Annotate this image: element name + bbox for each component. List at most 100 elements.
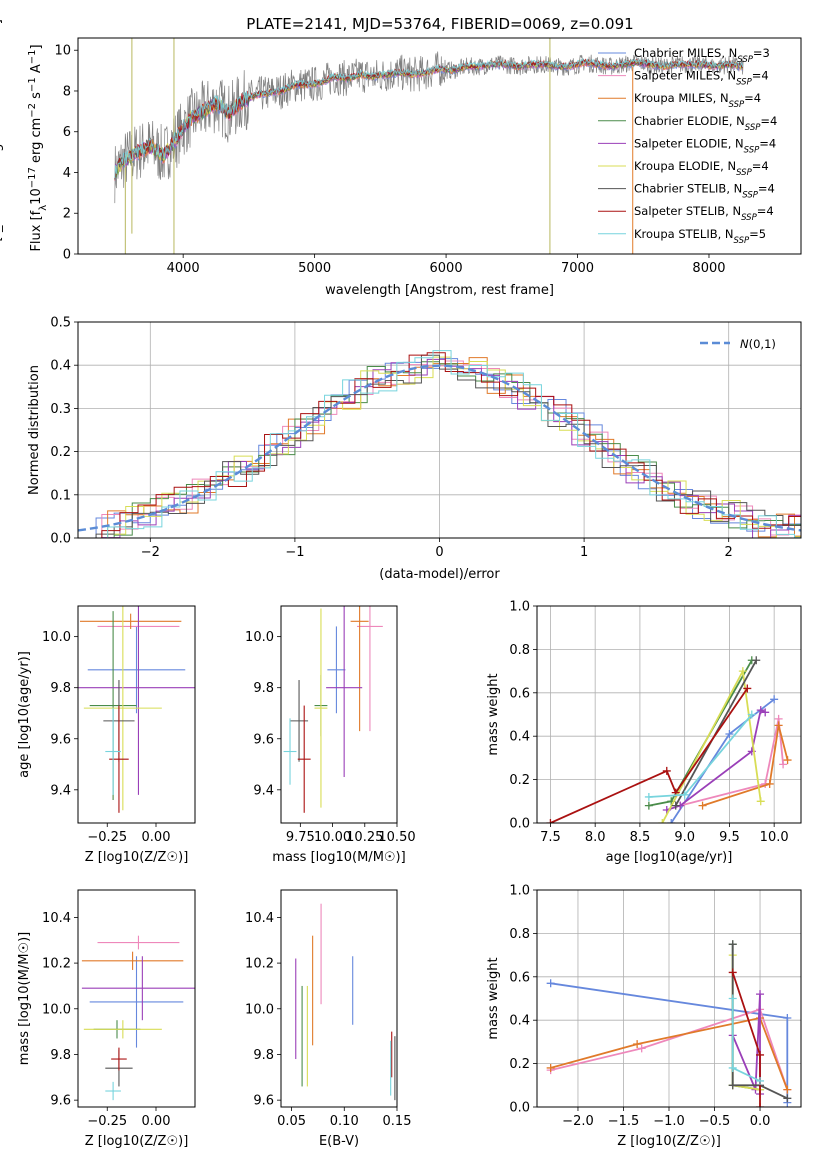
mass-weight-point <box>667 819 676 823</box>
y-tick-label: 0.4 <box>509 730 530 745</box>
mass-weight-line <box>661 668 762 823</box>
x-tick-label: 0.00 <box>142 830 171 845</box>
mass-weight-point <box>738 667 747 676</box>
mass-weight-point <box>680 790 689 799</box>
y-tick-label: 10.0 <box>245 630 274 645</box>
y-axis-label: mass weight <box>486 673 501 755</box>
residual-histogram <box>89 350 801 538</box>
y-tick-label: 9.8 <box>50 1048 71 1063</box>
y-tick-label: 10.0 <box>42 630 71 645</box>
mass-weight-point <box>728 994 737 1003</box>
residual-histogram <box>83 352 801 538</box>
y-tick-label: 0.2 <box>509 773 530 788</box>
axes-frame <box>536 605 802 824</box>
y-tick-label: 10.0 <box>245 1002 274 1017</box>
mass-weight-point <box>728 940 737 949</box>
legend-label: Chabrier MILES, NSSP=3 <box>634 46 770 65</box>
mass-weight-point <box>725 730 734 739</box>
x-axis-label: wavelength [Angstrom, rest frame] <box>325 283 554 298</box>
mass-weight-point <box>546 1063 555 1072</box>
plot-massweight_vs_Z: −2.0 −1.5 −1.0 −0.5 0.0 0.0 0.2 0.4 0.6 0.8 1.0 Z [… <box>486 884 802 1149</box>
y-tick-label: 6 <box>63 125 71 140</box>
legend-label: Chabrier ELODIE, NSSP=4 <box>634 114 777 133</box>
y-tick-label: 0.2 <box>50 445 71 460</box>
axes-frame <box>77 889 196 1108</box>
mass-weight-point <box>756 1103 765 1107</box>
x-tick-label: 9.0 <box>674 830 695 845</box>
mass-weight-point <box>756 706 765 715</box>
axes-frame <box>77 605 196 824</box>
axes-frame <box>77 321 802 539</box>
x-axis-label: Z [log10(Z/Z☉)] <box>617 1134 721 1149</box>
y-tick-label: 0.1 <box>50 488 71 503</box>
x-axis-label: mass [log10(M/M☉)] <box>272 850 405 865</box>
mass-weight-point <box>756 1076 765 1085</box>
x-tick-label: −0.25 <box>87 1114 127 1129</box>
plot-area-age_vs_mass <box>283 606 383 813</box>
x-axis-label: Z [log10(Z/Z☉)] <box>85 1134 189 1149</box>
axes-frame <box>77 37 802 255</box>
x-tick-label: 8000 <box>692 261 725 276</box>
mass-weight-point <box>756 1050 765 1059</box>
y-tick-label: 0.4 <box>509 1014 530 1029</box>
y-tick-label: 10 <box>54 44 71 59</box>
y-tick-label: 0.0 <box>509 817 530 832</box>
plot-area-age_vs_Z <box>78 606 195 813</box>
y-axis-label: age [log10(age/yr)] <box>17 651 32 778</box>
x-tick-label: −0.5 <box>699 1114 731 1129</box>
x-tick-label: 6000 <box>430 261 463 276</box>
y-tick-label: 0.2 <box>509 1057 530 1072</box>
x-tick-label: −1 <box>285 545 304 560</box>
mass-weight-point <box>747 710 756 719</box>
y-tick-label: 0.8 <box>509 643 530 658</box>
y-tick-label: 10.0 <box>42 1002 71 1017</box>
y-tick-label: 10.4 <box>245 911 274 926</box>
x-axis-label: Z [log10(Z/Z☉)] <box>85 850 189 865</box>
mass-weight-point <box>752 656 761 665</box>
y-tick-label: 9.8 <box>253 681 274 696</box>
plot-spectrum: 4000 5000 6000 7000 8000 0 2 4 6 8 10 wavelength [A… <box>0 19 802 298</box>
figure-title: PLATE=2141, MJD=53764, FIBERID=0069, z=0… <box>246 15 633 33</box>
x-tick-label: −1.5 <box>608 1114 640 1129</box>
mass-weight-point <box>671 801 680 810</box>
mass-weight-point <box>765 779 774 788</box>
plot-mass_vs_EBV: 0.05 0.10 0.15 9.6 9.8 10.0 10.2 10.4 E(B-V) <box>245 889 411 1149</box>
y-tick-label: 0.5 <box>50 316 71 331</box>
y-tick-label: 0.4 <box>50 359 71 374</box>
x-tick-label: 7000 <box>561 261 594 276</box>
y-axis-label: Flux [f_λ10^-17 erg cm^-2 s^-1 A^-1] <box>0 19 4 273</box>
x-tick-label: 10.50 <box>378 830 415 845</box>
y-tick-label: 4 <box>63 166 71 181</box>
plot-age_vs_Z: −0.25 0.00 9.4 9.6 9.8 10.0 Z [log10(Z/Z☉)] age… <box>17 605 196 865</box>
plot-massweight_vs_age: 7.5 8.0 8.5 9.0 9.5 10.0 0.0 0.2 0.4 0.6 0.8 1.0 age… <box>486 600 802 865</box>
y-tick-label: 0.6 <box>509 686 530 701</box>
plot-area-residuals <box>78 350 801 538</box>
x-tick-label: 4000 <box>167 261 200 276</box>
y-tick-label: 0 <box>63 248 71 263</box>
gaussian-curve <box>78 364 801 532</box>
legend-label: N(0,1) <box>740 337 776 351</box>
mass-weight-line <box>679 718 784 807</box>
y-tick-label: 0.0 <box>50 532 71 547</box>
y-axis-label: Normed distribution <box>27 365 42 495</box>
mass-weight-point <box>770 695 779 704</box>
residual-histogram <box>89 357 801 538</box>
legend-label: Salpeter STELIB, NSSP=4 <box>634 204 774 223</box>
x-tick-label: 0.00 <box>142 1114 171 1129</box>
plot-area-spectrum <box>114 38 744 254</box>
axes-frame <box>280 605 398 824</box>
y-tick-label: 9.6 <box>253 732 274 747</box>
mass-weight-point <box>728 968 737 977</box>
x-axis-label: E(B-V) <box>319 1134 359 1149</box>
x-tick-label: 10.25 <box>346 830 383 845</box>
plot-area-massweight_vs_Z <box>546 940 792 1107</box>
y-tick-label: 9.8 <box>253 1048 274 1063</box>
legend-label: Chabrier STELIB, NSSP=4 <box>634 182 775 201</box>
mass-weight-point <box>783 1094 792 1103</box>
legend-label: Kroupa MILES, NSSP=4 <box>634 91 761 110</box>
mass-weight-point <box>637 1044 646 1053</box>
mass-weight-point <box>783 1014 792 1023</box>
mass-weight-line <box>702 725 789 807</box>
mass-weight-point <box>756 990 765 999</box>
